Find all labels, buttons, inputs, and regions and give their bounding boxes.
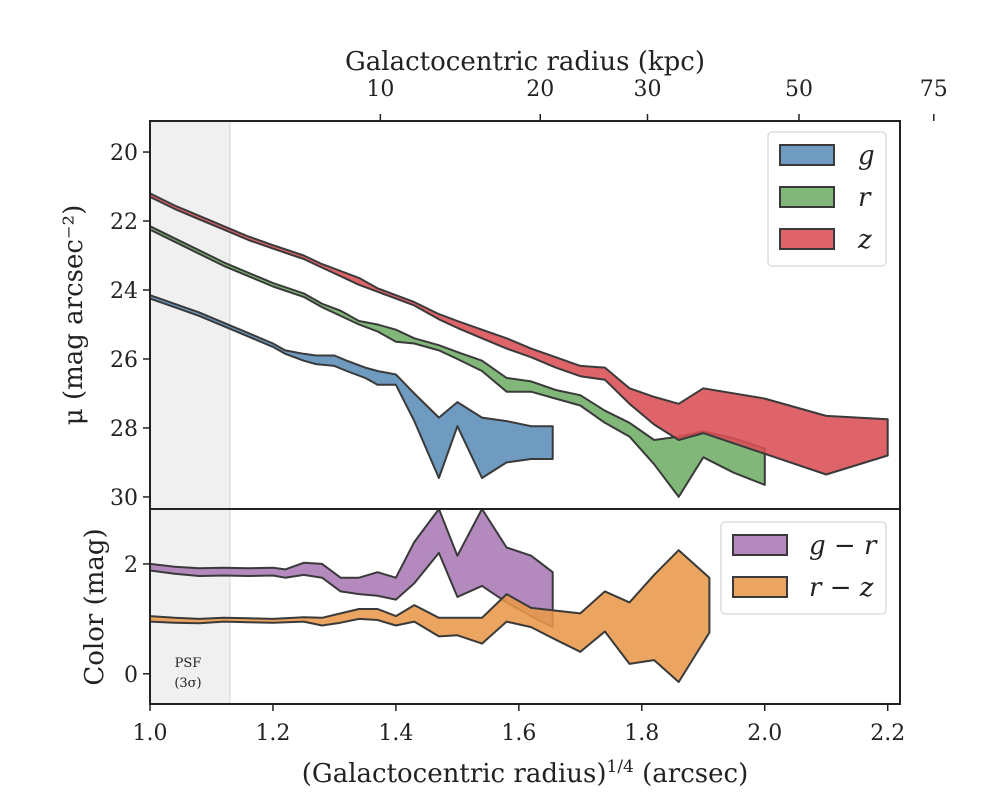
legend-swatch-g-minus-r bbox=[732, 534, 788, 556]
psf-shaded-region bbox=[150, 121, 230, 704]
y-tick-label: 22 bbox=[110, 210, 138, 235]
y-tick-label: 0 bbox=[124, 663, 138, 688]
x-top-tick-label: 50 bbox=[785, 77, 813, 102]
x-tick-label: 1.2 bbox=[255, 721, 290, 746]
y-tick-label: 26 bbox=[110, 348, 138, 373]
color-panel: 0 2 1.0 1.2 1.4 1.6 1.8 2.0 2.2 g − r r − z PSF (3σ) bbox=[124, 508, 905, 746]
x-top-tick-label: 30 bbox=[633, 77, 661, 102]
legend-label-r-minus-z: r − z bbox=[809, 573, 874, 603]
x-tick-label: 2.0 bbox=[747, 721, 782, 746]
y-tick-label: 24 bbox=[110, 279, 138, 304]
band-r bbox=[150, 225, 766, 498]
legend-swatch-r-minus-z bbox=[732, 576, 788, 598]
band-g bbox=[150, 294, 554, 479]
legend-swatch-r bbox=[779, 186, 835, 208]
bottom-y-axis-title: Color (mag) bbox=[80, 528, 110, 685]
legend-label-g: g bbox=[858, 141, 875, 171]
psf-annotation-line1: PSF bbox=[175, 656, 202, 671]
legend-label-z: z bbox=[857, 225, 872, 255]
y-tick-label: 2 bbox=[124, 553, 138, 578]
x-tick-label: 1.6 bbox=[501, 721, 536, 746]
y-tick-label: 20 bbox=[110, 141, 138, 166]
x-tick-label: 2.2 bbox=[870, 721, 905, 746]
x-tick-label: 1.8 bbox=[624, 721, 659, 746]
top-y-axis-title: μ (mag arcsec⁻²) bbox=[59, 205, 89, 425]
surface-brightness-panel: 2022242628301020305075100grz bbox=[110, 77, 948, 704]
band-z bbox=[150, 192, 889, 476]
legend-bottom: g − r r − z bbox=[720, 521, 887, 615]
legend-swatch-z bbox=[779, 228, 835, 250]
legend-top: grz bbox=[767, 131, 887, 267]
x-top-tick-label: 75 bbox=[920, 77, 948, 102]
legend-label-g-minus-r: g − r bbox=[809, 531, 878, 561]
legend-swatch-g bbox=[779, 144, 835, 166]
legend-label-r: r bbox=[858, 183, 872, 213]
y-tick-label: 30 bbox=[110, 486, 138, 511]
band-r-minus-z bbox=[150, 549, 711, 683]
x-tick-label: 1.4 bbox=[378, 721, 413, 746]
x-top-tick-label: 10 bbox=[366, 77, 394, 102]
bottom-panel-frame bbox=[149, 508, 901, 705]
x-tick-label: 1.0 bbox=[133, 721, 168, 746]
top-x-axis-title: Galactocentric radius (kpc) bbox=[345, 47, 705, 77]
x-top-tick-label: 20 bbox=[526, 77, 554, 102]
axis-labels: Galactocentric radius (kpc) (Galactocentr… bbox=[59, 47, 748, 789]
bottom-x-axis-title: (Galactocentric radius)1/4 (arcsec) bbox=[302, 757, 748, 789]
psf-annotation-line2: (3σ) bbox=[174, 676, 201, 691]
y-tick-label: 28 bbox=[110, 417, 138, 442]
